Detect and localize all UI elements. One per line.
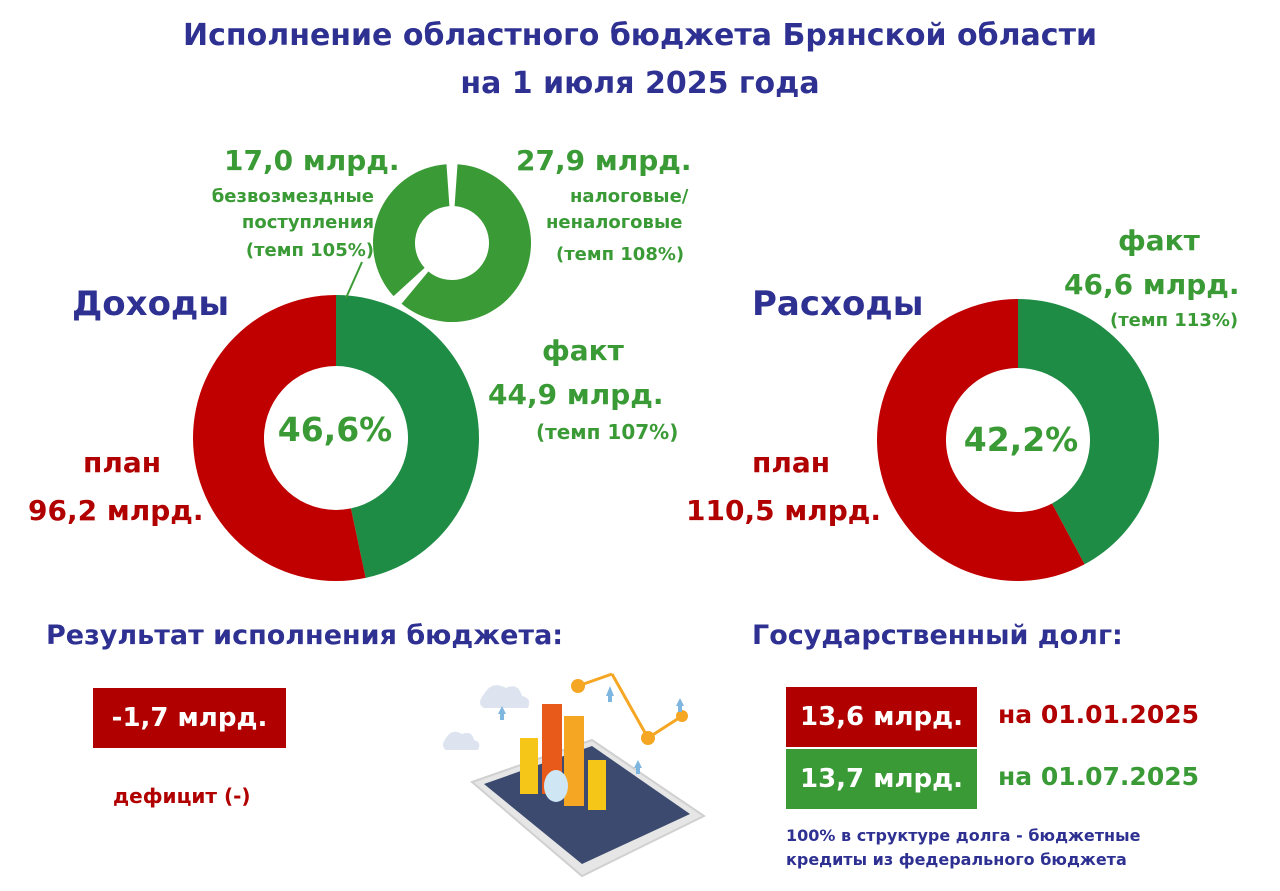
tax-value: 27,9 млрд. — [516, 144, 692, 177]
income-heading: Доходы — [72, 284, 230, 324]
expense-plan-slice — [876, 299, 1085, 581]
page-subtitle: на 1 июля 2025 года — [460, 66, 820, 101]
tax-revenue-slice — [401, 164, 531, 322]
debt-value-start: 13,6 млрд. — [800, 702, 963, 732]
expense-fact-label: факт — [1118, 224, 1200, 257]
debt-box-end: 13,7 млрд. — [786, 749, 977, 809]
gratuitous-rate: (темп 105%) — [245, 240, 374, 261]
expense-percent: 42,2% — [963, 420, 1079, 459]
leader-line — [345, 261, 363, 299]
debt-date-end: на 01.07.2025 — [998, 762, 1200, 791]
result-heading: Результат исполнения бюджета: — [46, 620, 564, 651]
debt-date-start: на 01.01.2025 — [998, 700, 1200, 729]
gratuitous-value: 17,0 млрд. — [224, 144, 400, 177]
income-fact-slice — [336, 294, 480, 578]
income-donut — [193, 294, 480, 582]
expense-fact-value: 46,6 млрд. — [1064, 268, 1240, 301]
deficit-note: дефицит (-) — [113, 784, 251, 808]
gratuitous-label-1: безвозмездные — [211, 186, 374, 207]
page-title: Исполнение областного бюджета Брянской о… — [183, 18, 1097, 53]
income-structure-donut — [373, 164, 531, 322]
expense-heading: Расходы — [752, 284, 924, 324]
income-fact-value: 44,9 млрд. — [488, 378, 664, 411]
expense-fact-slice — [1018, 299, 1159, 565]
income-plan-label: план — [83, 446, 162, 479]
debt-box-start: 13,6 млрд. — [786, 687, 977, 747]
deficit-value: -1,7 млрд. — [111, 703, 268, 733]
expense-plan-label: план — [752, 446, 831, 479]
expense-plan-value: 110,5 млрд. — [686, 494, 882, 527]
gratuitous-revenue-slice — [373, 164, 450, 297]
gratuitous-label-2: поступления — [241, 212, 374, 233]
income-fact-rate: (темп 107%) — [536, 420, 679, 444]
expense-fact-rate: (темп 113%) — [1110, 310, 1239, 331]
expense-donut — [876, 299, 1159, 581]
debt-heading: Государственный долг: — [752, 620, 1123, 651]
debt-footnote-1: 100% в структуре долга - бюджетные — [786, 826, 1141, 845]
deficit-box: -1,7 млрд. — [93, 688, 286, 748]
tax-label-1: налоговые/ — [570, 186, 689, 207]
income-plan-slice — [193, 295, 366, 582]
tax-rate: (темп 108%) — [556, 244, 685, 265]
debt-value-end: 13,7 млрд. — [800, 764, 963, 794]
tax-label-2: неналоговые — [546, 212, 683, 233]
income-plan-value: 96,2 млрд. — [28, 494, 204, 527]
income-percent: 46,6% — [277, 410, 393, 449]
income-fact-label: факт — [542, 334, 624, 367]
analytics-tablet-illustration — [443, 672, 706, 878]
debt-footnote-2: кредиты из федерального бюджета — [786, 850, 1127, 869]
